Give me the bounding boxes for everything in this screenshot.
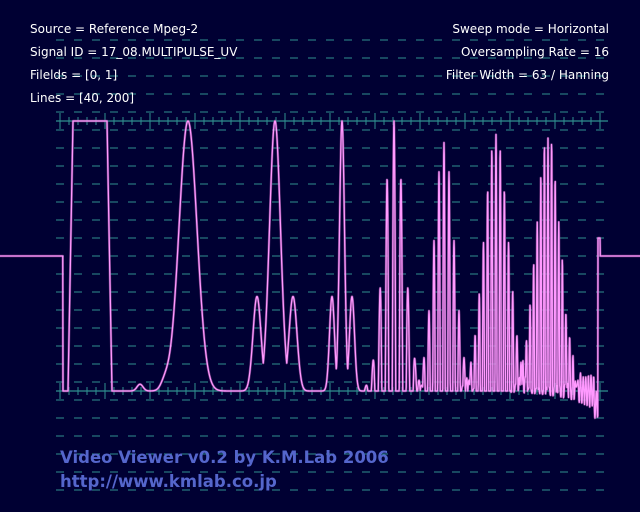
app-credit-url: http://www.kmlab.co.jp [60,472,277,491]
app-credit-title: Video Viewer v0.2 by K.M.Lab 2006 [60,448,389,467]
sweep-mode-label: Sweep mode = Horizontal [452,22,609,36]
signal-trace [0,120,640,419]
sweep-info-panel: Sweep mode = Horizontal Oversampling Rat… [446,18,609,87]
signal-info-panel: Source = Reference Mpeg-2 Signal ID = 17… [30,18,237,110]
signal-id-label: Signal ID = 17_08.MULTIPULSE_UV [30,45,238,59]
oversampling-label: Oversampling Rate = 16 [461,45,609,59]
filter-width-label: Filter Width = 63 / Hanning [445,68,609,82]
graticule-grid [56,39,608,491]
fields-label: Filelds = [0, 1] [30,68,118,82]
lines-label: Lines = [40, 200] [30,91,135,105]
source-label: Source = Reference Mpeg-2 [30,22,199,36]
